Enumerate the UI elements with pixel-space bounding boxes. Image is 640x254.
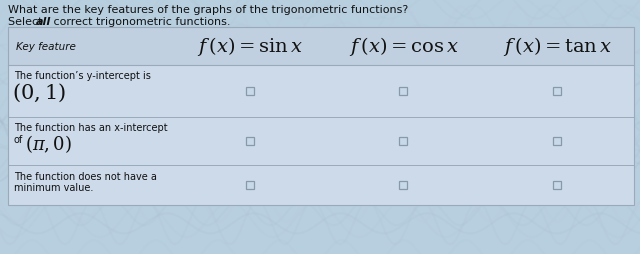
- Text: $(\pi, 0)$: $(\pi, 0)$: [25, 133, 72, 154]
- Text: of: of: [13, 134, 22, 145]
- FancyBboxPatch shape: [553, 181, 561, 189]
- Text: $f\,(x) = \tan x$: $f\,(x) = \tan x$: [502, 35, 612, 58]
- Text: minimum value.: minimum value.: [14, 182, 93, 192]
- FancyBboxPatch shape: [399, 181, 408, 189]
- FancyBboxPatch shape: [246, 88, 254, 96]
- FancyBboxPatch shape: [399, 137, 408, 146]
- Text: $(0,1)$: $(0,1)$: [12, 82, 66, 104]
- Text: The function does not have a: The function does not have a: [14, 171, 157, 181]
- FancyBboxPatch shape: [8, 28, 634, 66]
- FancyBboxPatch shape: [246, 181, 254, 189]
- FancyBboxPatch shape: [399, 88, 408, 96]
- Text: correct trigonometric functions.: correct trigonometric functions.: [50, 17, 230, 27]
- FancyBboxPatch shape: [246, 137, 254, 146]
- Text: Select: Select: [8, 17, 46, 27]
- FancyBboxPatch shape: [8, 66, 634, 205]
- FancyBboxPatch shape: [553, 137, 561, 146]
- Text: $f\,(x) = \cos x$: $f\,(x) = \cos x$: [349, 35, 458, 58]
- Text: $f\,(x) = \sin x$: $f\,(x) = \sin x$: [197, 35, 303, 58]
- Text: Key feature: Key feature: [16, 42, 76, 52]
- FancyBboxPatch shape: [553, 88, 561, 96]
- Text: What are the key features of the graphs of the trigonometric functions?: What are the key features of the graphs …: [8, 5, 408, 15]
- Text: all: all: [36, 17, 51, 27]
- Text: The function’s y-intercept is: The function’s y-intercept is: [14, 71, 151, 81]
- Text: The function has an x-intercept: The function has an x-intercept: [14, 122, 168, 133]
